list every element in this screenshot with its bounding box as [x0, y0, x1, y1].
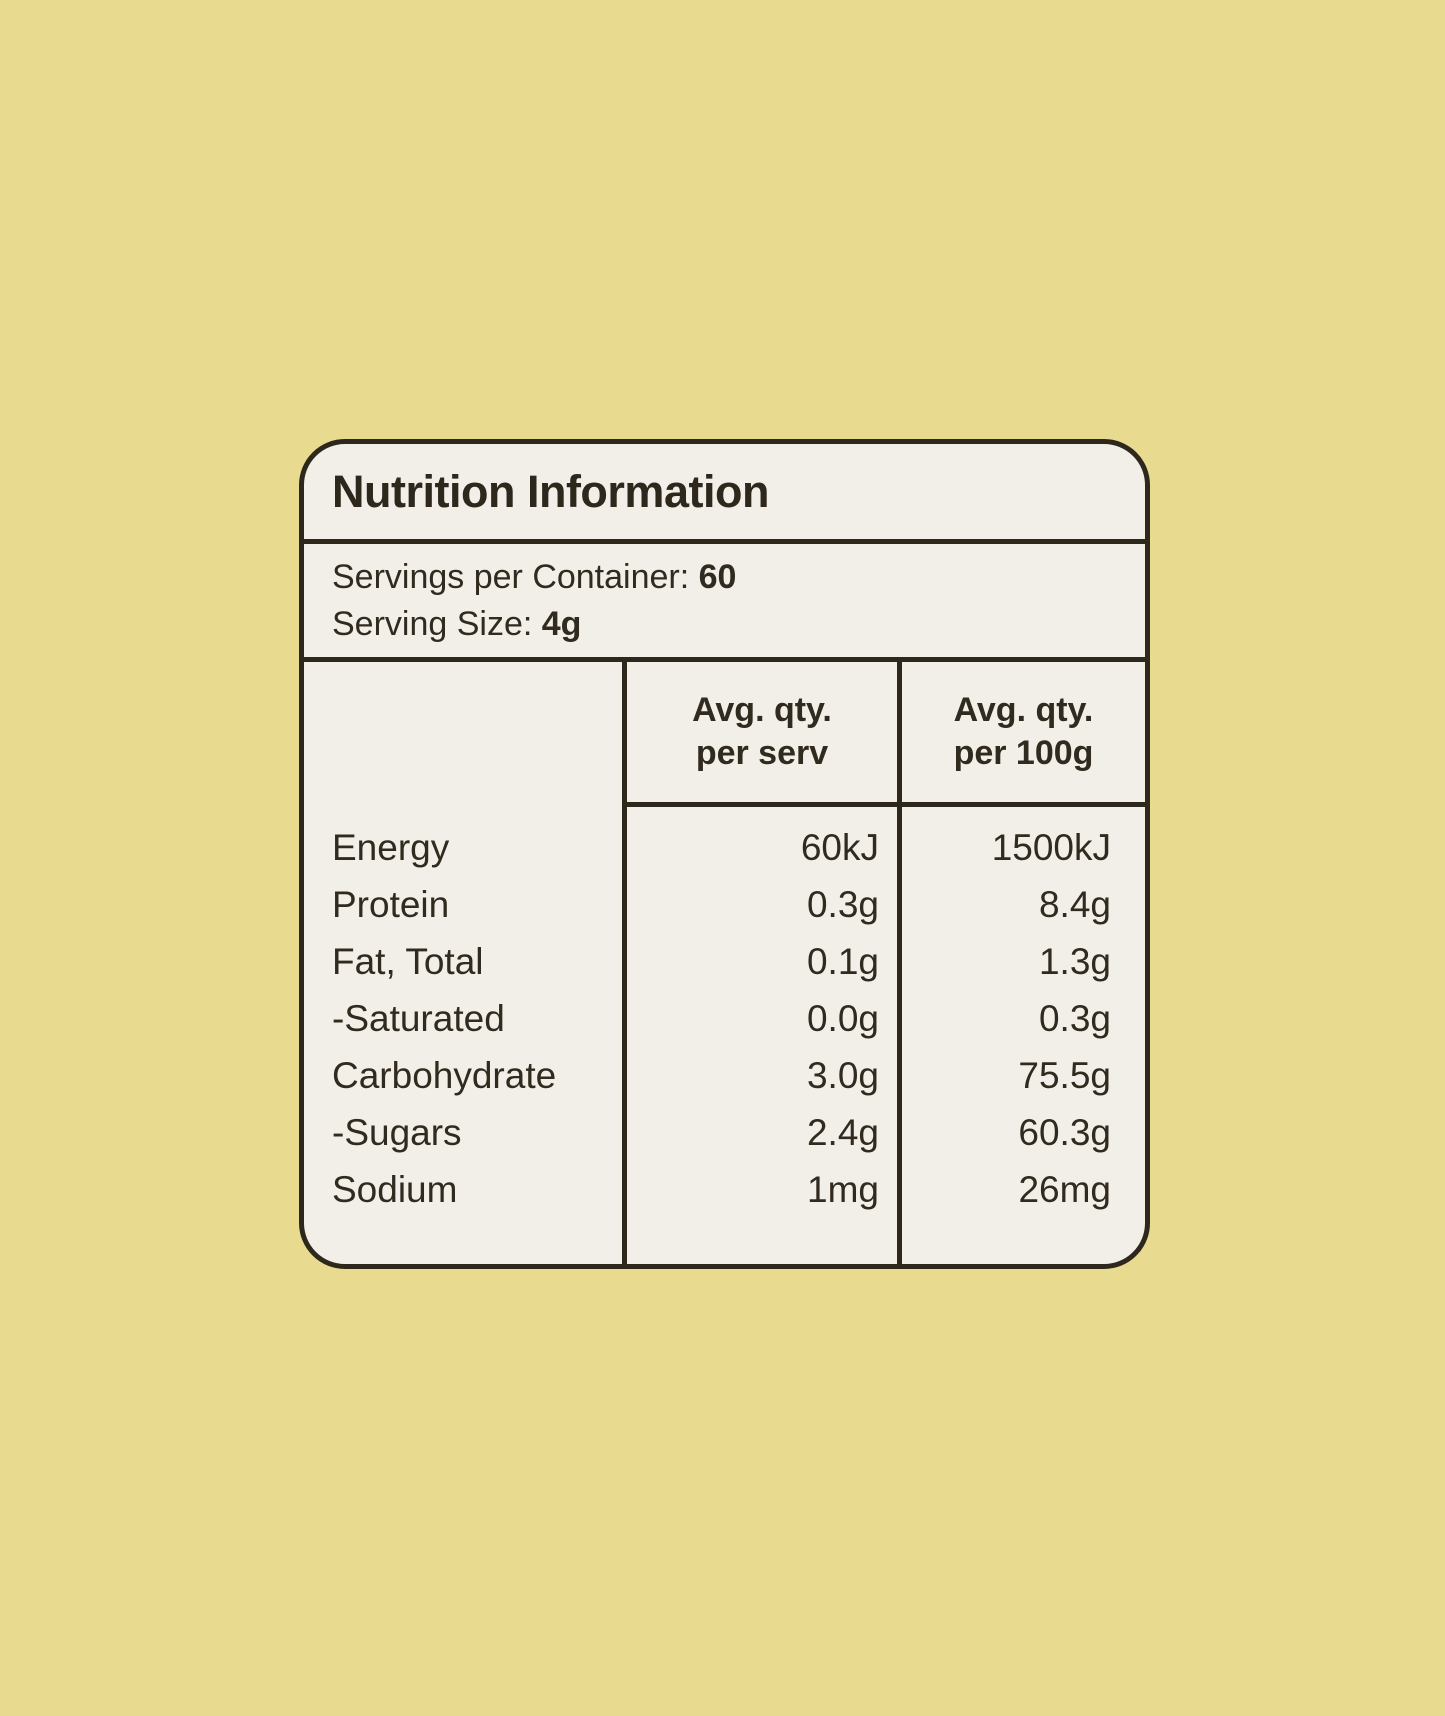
value-energy-per-serv: 60kJ — [800, 826, 879, 868]
serving-size-line: Serving Size: 4g — [332, 601, 1117, 648]
header-cell-per-serv: Avg. qty. per serv — [627, 662, 897, 807]
serving-size-value: 4g — [541, 604, 582, 643]
serving-size-label: Serving Size: — [332, 604, 542, 643]
column-per-serv: Avg. qty. per serv 60kJ 0.3g 0.1g 0.0g 3… — [622, 662, 897, 1264]
value-saturated-per-serv: 0.0g — [806, 997, 879, 1039]
row-label-protein: Protein — [332, 883, 450, 925]
per-serv-header-line2: per serv — [695, 734, 829, 772]
value-fat-total-per-serv: 0.1g — [806, 940, 879, 982]
row-label-saturated: -Saturated — [332, 997, 505, 1039]
divider-under-servings — [304, 657, 1145, 662]
column-per-100g: Avg. qty. per 100g 1500kJ 8.4g 1.3g 0.3g… — [897, 662, 1145, 1264]
row-label-energy: Energy — [332, 826, 450, 868]
value-carbohydrate-per-serv: 3.0g — [806, 1054, 879, 1096]
value-saturated-per-100g: 0.3g — [1038, 997, 1111, 1039]
row-label-sodium: Sodium — [332, 1168, 458, 1210]
servings-per-container-value: 60 — [698, 557, 737, 596]
value-sugars-per-100g: 60.3g — [1018, 1111, 1111, 1153]
servings-per-container-label: Servings per Container: — [332, 557, 699, 596]
value-sugars-per-serv: 2.4g — [806, 1111, 879, 1153]
per-100g-header-line1: Avg. qty. — [953, 691, 1094, 729]
row-label-fat-total: Fat, Total — [332, 940, 484, 982]
per-100g-header-line2: per 100g — [953, 734, 1094, 772]
row-label-carbohydrate: Carbohydrate — [332, 1054, 557, 1096]
panel-title: Nutrition Information — [332, 465, 769, 517]
value-fat-total-per-100g: 1.3g — [1038, 940, 1111, 982]
value-energy-per-100g: 1500kJ — [991, 826, 1111, 868]
value-carbohydrate-per-100g: 75.5g — [1018, 1054, 1111, 1096]
header-cell-per-100g: Avg. qty. per 100g — [902, 662, 1145, 807]
row-label-sugars: -Sugars — [332, 1111, 462, 1153]
divider-under-title — [304, 539, 1145, 544]
nutrition-table: Energy Protein Fat, Total -Saturated Car… — [304, 662, 1145, 1264]
panel-header: Nutrition Information — [304, 444, 1145, 539]
value-protein-per-100g: 8.4g — [1038, 883, 1111, 925]
nutrition-panel: Nutrition Information Servings per Conta… — [299, 439, 1150, 1269]
value-sodium-per-100g: 26mg — [1018, 1168, 1111, 1210]
column-nutrient-labels: Energy Protein Fat, Total -Saturated Car… — [304, 662, 622, 1264]
per-serv-header-line1: Avg. qty. — [692, 691, 832, 729]
servings-section: Servings per Container: 60 Serving Size:… — [304, 544, 1145, 657]
value-protein-per-serv: 0.3g — [806, 883, 879, 925]
servings-per-container-line: Servings per Container: 60 — [332, 554, 1117, 601]
header-cell-empty — [304, 662, 622, 807]
value-sodium-per-serv: 1mg — [807, 1168, 879, 1210]
